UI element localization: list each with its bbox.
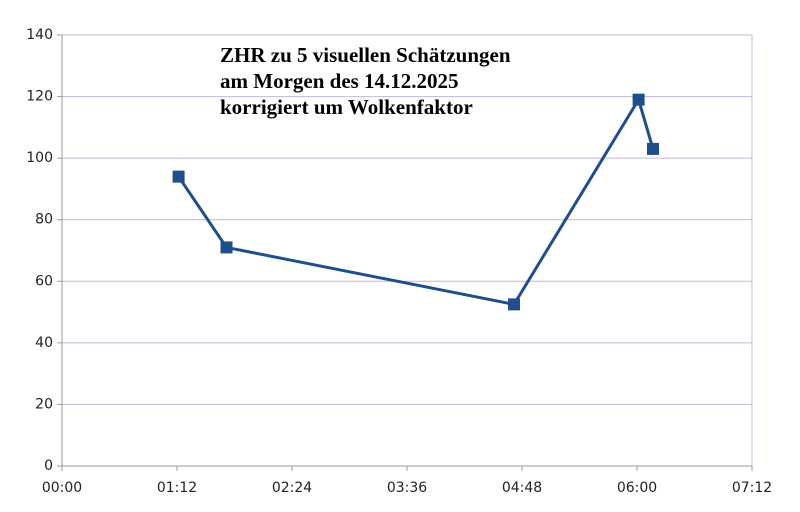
- marker: [646, 142, 659, 155]
- x-tick-label: 00:00: [42, 480, 82, 496]
- x-tick-label: 04:48: [502, 480, 542, 496]
- marker: [632, 93, 645, 106]
- chart-title: ZHR zu 5 visuellen Schätzungen am Morgen…: [220, 43, 511, 119]
- marker: [508, 298, 521, 311]
- title-line: am Morgen des 14.12.2025: [220, 69, 459, 93]
- x-tick-label: 06:00: [617, 480, 657, 496]
- x-tick-label: 02:24: [272, 480, 312, 496]
- marker: [172, 170, 185, 183]
- y-tick-label: 0: [44, 458, 53, 474]
- y-tick-label: 20: [35, 396, 53, 412]
- marker: [220, 241, 233, 254]
- y-tick-label: 40: [35, 335, 53, 351]
- y-tick-label: 80: [35, 212, 53, 228]
- title-line: korrigiert um Wolkenfaktor: [220, 95, 473, 119]
- y-tick-label: 140: [26, 27, 53, 43]
- y-tick-label: 120: [26, 89, 53, 105]
- title-line: ZHR zu 5 visuellen Schätzungen: [220, 43, 511, 67]
- x-tick-label: 01:12: [157, 480, 197, 496]
- y-tick-label: 60: [35, 273, 53, 289]
- y-tick-label: 100: [26, 150, 53, 166]
- x-tick-label: 03:36: [387, 480, 427, 496]
- x-tick-label: 07:12: [732, 480, 772, 496]
